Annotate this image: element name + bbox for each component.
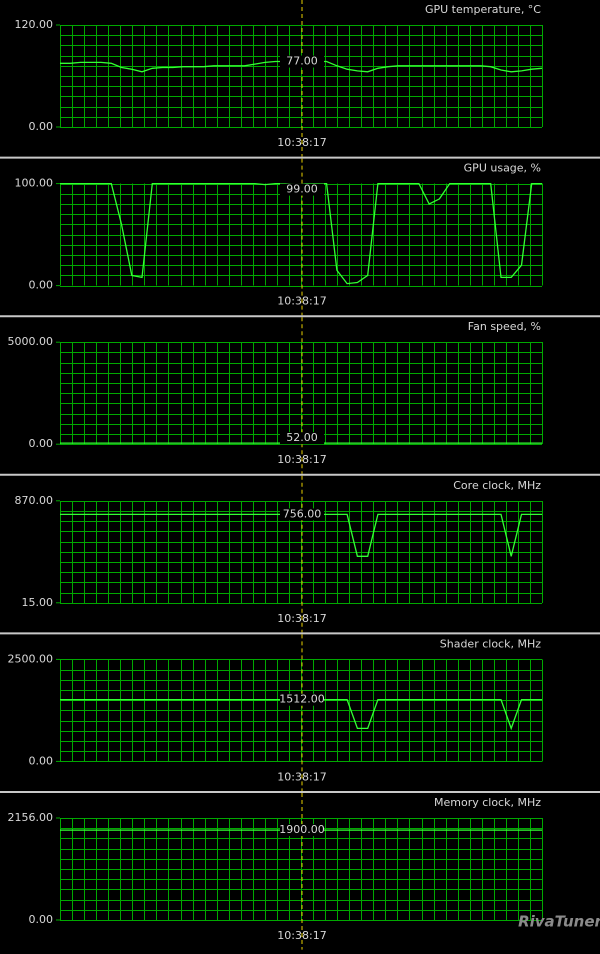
panel-title: Fan speed, % <box>468 320 541 333</box>
y-tick-label: 0.00 <box>29 913 54 926</box>
panel-title: GPU usage, % <box>464 162 541 175</box>
panel-title: Shader clock, MHz <box>440 637 541 650</box>
monitor-panel: 0.00 2156.00 Memory clock, MHz 1900.00 10:38… <box>8 793 543 950</box>
cursor-value-label: 77.00 <box>286 55 318 68</box>
cursor-value-label: 756.00 <box>283 507 322 520</box>
y-tick-label: 0.00 <box>29 437 54 450</box>
y-tick-label: 0.00 <box>29 120 54 133</box>
cursor-value-bg <box>280 432 324 445</box>
cursor-time: 10:38:17 <box>277 136 326 149</box>
monitor-panel: 0.00 5000.00 Fan speed, % 52.00 10:38:17 <box>0 317 600 476</box>
panel-title: Memory clock, MHz <box>434 796 541 809</box>
y-tick-label: 15.00 <box>22 596 54 609</box>
cursor-value-label: 52.00 <box>286 431 318 444</box>
monitor-panel: 0.00 100.00 GPU usage, % 99.00 10:38:17 <box>0 158 600 318</box>
y-tick-label: 2500.00 <box>8 652 54 665</box>
y-tick-label: 100.00 <box>15 177 54 190</box>
panel-title: Core clock, MHz <box>453 479 541 492</box>
y-tick-label: 0.00 <box>29 754 54 767</box>
monitor-panel: 15.00 870.00 Core clock, MHz 756.00 10:38:17 <box>0 475 600 635</box>
cursor-value-label: 1512.00 <box>279 693 325 706</box>
watermark: RivaTuner <box>518 913 600 931</box>
cursor-value-label: 1900.00 <box>279 823 325 836</box>
y-tick-label: 120.00 <box>15 18 54 31</box>
cursor-value-bg <box>280 183 324 196</box>
cursor-time: 10:38:17 <box>277 453 326 466</box>
cursor-time: 10:38:17 <box>277 295 326 308</box>
panel-title: GPU temperature, °C <box>425 3 541 16</box>
y-tick-label: 2156.00 <box>8 811 54 824</box>
cursor-time: 10:38:17 <box>277 929 326 942</box>
cursor-value-label: 99.00 <box>286 183 318 196</box>
cursor-value-bg <box>280 824 324 837</box>
cursor-value-bg <box>280 508 324 521</box>
cursor-value-bg <box>280 693 324 706</box>
cursor-time: 10:38:17 <box>277 770 326 783</box>
y-tick-label: 5000.00 <box>8 335 54 348</box>
y-tick-label: 870.00 <box>15 494 54 507</box>
monitor-panel: 0.00 120.00 GPU temperature, °C 77.00 10:38:… <box>0 0 600 159</box>
monitor-panel: 0.00 2500.00 Shader clock, MHz 1512.00 10:38… <box>0 634 600 793</box>
cursor-time: 10:38:17 <box>277 612 326 625</box>
y-tick-label: 0.00 <box>29 279 54 292</box>
cursor-value-bg <box>280 55 324 68</box>
